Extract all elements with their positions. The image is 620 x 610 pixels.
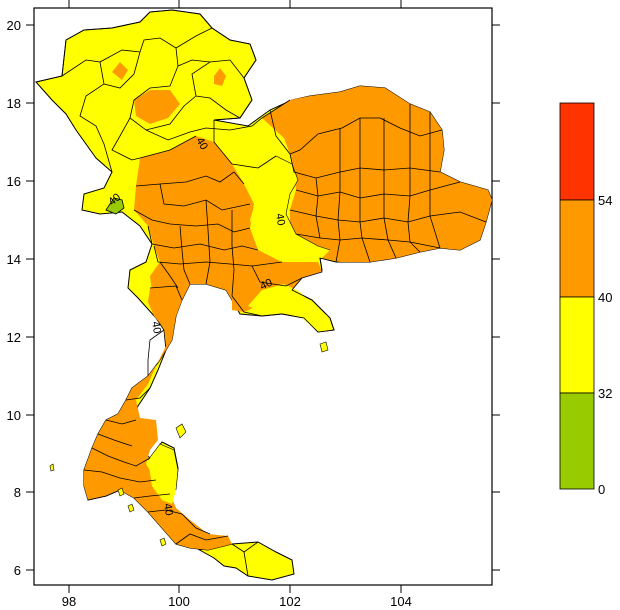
- axis-ticks: [26, 0, 500, 593]
- yellow-pockets: [148, 126, 332, 504]
- province-borders: [35, 9, 487, 577]
- x-tick-label: 104: [390, 594, 412, 609]
- land-green: [105, 197, 125, 215]
- y-tick-label: 18: [7, 96, 21, 111]
- legend-swatch-red: [559, 102, 595, 201]
- legend-swatch-yellow: [559, 296, 595, 394]
- legend-label: 40: [598, 290, 612, 305]
- contour-label: 40: [149, 320, 163, 334]
- x-tick-labels: 98 100 102 104: [62, 594, 412, 609]
- legend-label: 0: [598, 482, 605, 497]
- y-tick-label: 10: [7, 408, 21, 423]
- x-tick-label: 102: [279, 594, 301, 609]
- y-tick-label: 14: [7, 252, 21, 267]
- contour-label: 40: [161, 502, 175, 516]
- legend-label: 32: [598, 386, 612, 401]
- y-tick-label: 8: [14, 485, 21, 500]
- legend-swatch-orange: [559, 199, 595, 298]
- islands: [49, 341, 329, 547]
- y-tick-label: 16: [7, 174, 21, 189]
- y-tick-label: 12: [7, 330, 21, 345]
- x-tick-label: 100: [168, 594, 190, 609]
- y-tick-label: 20: [7, 18, 21, 33]
- legend-colorbar: 54 40 32 0: [559, 102, 612, 497]
- contour-labels: 40 40 40 40 40 40: [106, 136, 287, 517]
- x-tick-label: 98: [62, 594, 76, 609]
- contour-lines: [147, 155, 331, 491]
- legend-swatch-green: [559, 392, 595, 490]
- contour-label: 40: [193, 136, 210, 153]
- contour-label: 40: [273, 212, 287, 226]
- legend-label: 54: [598, 193, 612, 208]
- y-tick-labels: 20 18 16 14 12 10 8 6: [7, 18, 21, 578]
- y-tick-label: 6: [14, 563, 21, 578]
- contour-label: 40: [258, 277, 274, 293]
